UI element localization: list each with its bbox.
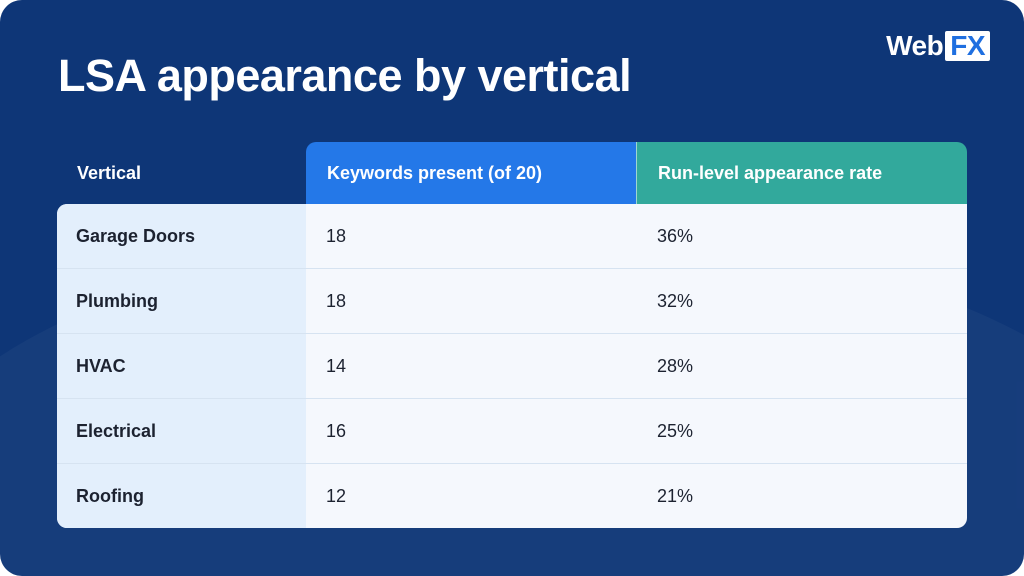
keywords-cell: 14	[326, 355, 347, 376]
table-row: Plumbing 18 32%	[57, 269, 967, 334]
table-row: Garage Doors 18 36%	[57, 204, 967, 269]
rate-cell: 21%	[657, 485, 694, 506]
column-header-vertical: Vertical	[77, 162, 142, 183]
rate-cell: 36%	[657, 225, 694, 246]
vertical-cell: Plumbing	[57, 269, 306, 333]
page-title: LSA appearance by vertical	[58, 50, 632, 101]
data-table: Vertical Keywords present (of 20) Run-le…	[57, 142, 967, 528]
webfx-logo: Web FX	[886, 30, 990, 62]
vertical-cell: Roofing	[57, 464, 306, 528]
vertical-cell: Electrical	[57, 399, 306, 463]
vertical-cell: Garage Doors	[57, 204, 306, 268]
table-row: Roofing 12 21%	[57, 464, 967, 528]
column-header-rate: Run-level appearance rate	[636, 142, 967, 204]
keywords-cell: 16	[326, 420, 347, 441]
keywords-cell: 12	[326, 485, 347, 506]
rate-cell: 28%	[657, 355, 694, 376]
vertical-cell: HVAC	[57, 334, 306, 398]
keywords-cell: 18	[326, 290, 347, 311]
column-header-keywords: Keywords present (of 20)	[306, 142, 636, 204]
keywords-cell: 18	[326, 225, 347, 246]
rate-cell: 25%	[657, 420, 694, 441]
table-row: HVAC 14 28%	[57, 334, 967, 399]
logo-fx-text: FX	[945, 31, 990, 61]
table-row: Electrical 16 25%	[57, 399, 967, 464]
table-header-row: Vertical Keywords present (of 20) Run-le…	[57, 142, 967, 204]
rate-cell: 32%	[657, 290, 694, 311]
table-body: Garage Doors 18 36% Plumbing 18 32% HVAC…	[57, 204, 967, 528]
logo-web-text: Web	[886, 30, 944, 61]
